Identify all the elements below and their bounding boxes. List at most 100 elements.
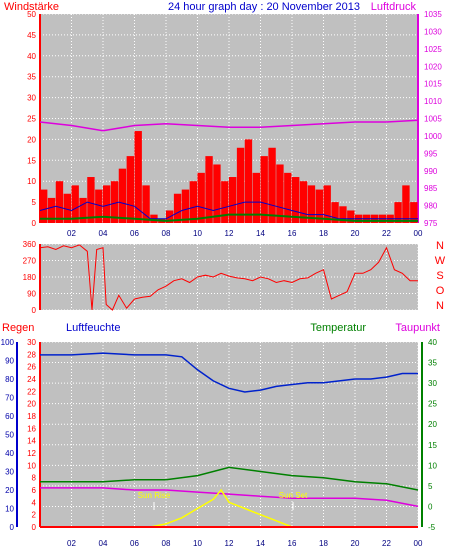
wind-bar bbox=[126, 156, 134, 223]
pressure-tick-label: 990 bbox=[424, 167, 438, 176]
wind-bar bbox=[40, 189, 48, 223]
x-tick-label: 06 bbox=[130, 229, 139, 238]
wind-bar bbox=[331, 202, 339, 223]
pressure-line bbox=[39, 119, 419, 132]
wind-tick-label: 5 bbox=[32, 198, 37, 207]
rain-tick-label: 14 bbox=[27, 437, 36, 446]
pressure-tick-label: 985 bbox=[424, 184, 438, 193]
wind-bar bbox=[394, 202, 402, 223]
wind-bar bbox=[47, 197, 56, 223]
wind-tick-label: 35 bbox=[27, 73, 36, 82]
rain-tick-label: 30 bbox=[27, 338, 36, 347]
wind-bar bbox=[189, 181, 197, 223]
wind-bar bbox=[173, 193, 182, 223]
dewpoint-line bbox=[40, 487, 419, 508]
rain-tick-label: 12 bbox=[27, 449, 36, 458]
label-luftfeuchte: Luftfeuchte bbox=[66, 322, 120, 334]
rain-tick-label: 22 bbox=[27, 387, 36, 396]
wind-bar bbox=[276, 164, 284, 223]
humidity-tick-label: 40 bbox=[5, 449, 14, 458]
x-tick-label: 10 bbox=[193, 229, 202, 238]
wind-tick-label: 40 bbox=[27, 52, 36, 61]
x-tick-label: 14 bbox=[256, 539, 265, 548]
compass-letter: S bbox=[436, 270, 443, 282]
x-tick-label: 16 bbox=[288, 229, 297, 238]
wind-bar bbox=[71, 185, 79, 223]
x-tick-label: 12 bbox=[225, 539, 234, 548]
x-tick-label: 20 bbox=[351, 229, 360, 238]
pressure-tick-label: 1020 bbox=[424, 62, 442, 71]
data-marks bbox=[39, 119, 419, 528]
wind-tick-label: 10 bbox=[27, 177, 36, 186]
dir-tick-label: 90 bbox=[27, 290, 36, 299]
humidity-tick-label: 30 bbox=[5, 468, 14, 477]
wind-tick-label: 0 bbox=[32, 219, 37, 228]
wind-tick-label: 45 bbox=[27, 31, 36, 40]
x-tick-label: 06 bbox=[130, 539, 139, 548]
rain-tick-label: 0 bbox=[32, 523, 37, 532]
wind-direction-line bbox=[39, 244, 418, 311]
wind-bar bbox=[347, 210, 355, 223]
label-taupunkt: Taupunkt bbox=[395, 322, 440, 334]
x-tick-label: 04 bbox=[99, 229, 108, 238]
wind-bar bbox=[244, 139, 253, 223]
temp-tick-label: 20 bbox=[428, 420, 437, 429]
temperature-line bbox=[40, 466, 419, 491]
gust-line bbox=[39, 201, 418, 220]
humidity-tick-label: 20 bbox=[5, 486, 14, 495]
humidity-tick-label: 0 bbox=[10, 523, 15, 532]
pressure-tick-label: 995 bbox=[424, 149, 438, 158]
wind-bar bbox=[181, 189, 190, 223]
rain-tick-label: 20 bbox=[27, 400, 36, 409]
wind-bar bbox=[197, 172, 205, 223]
pressure-tick-label: 980 bbox=[424, 202, 438, 211]
wind-bar bbox=[87, 177, 95, 223]
pressure-tick-label: 1025 bbox=[424, 45, 442, 54]
temp-tick-label: 25 bbox=[428, 400, 437, 409]
wind-bar bbox=[252, 172, 260, 223]
rain-tick-label: 10 bbox=[27, 461, 36, 470]
pressure-tick-label: 1005 bbox=[424, 115, 442, 124]
humidity-tick-label: 70 bbox=[5, 394, 14, 403]
temp-tick-label: 0 bbox=[428, 502, 433, 511]
sunset-label: Sun Set bbox=[279, 491, 308, 500]
x-tick-label: 12 bbox=[225, 229, 234, 238]
label-regen: Regen bbox=[2, 322, 34, 334]
wind-tick-label: 20 bbox=[27, 135, 36, 144]
rain-tick-label: 26 bbox=[27, 363, 36, 372]
wind-bar bbox=[79, 197, 87, 223]
temp-tick-label: -5 bbox=[428, 523, 436, 532]
humidity-tick-label: 60 bbox=[5, 412, 14, 421]
sunrise-label: Sun Rise bbox=[138, 491, 171, 500]
x-tick-label: 10 bbox=[193, 539, 202, 548]
wind-tick-label: 50 bbox=[27, 10, 36, 19]
wind-bar bbox=[134, 131, 142, 223]
axes-lines bbox=[16, 14, 423, 527]
rain-tick-label: 28 bbox=[27, 350, 36, 359]
wind-tick-label: 15 bbox=[27, 156, 36, 165]
wind-bar bbox=[95, 189, 103, 223]
wind-bar bbox=[268, 147, 276, 223]
humidity-tick-label: 90 bbox=[5, 357, 14, 366]
dir-tick-label: 180 bbox=[23, 273, 37, 282]
x-tick-label: 18 bbox=[319, 229, 328, 238]
rain-tick-label: 8 bbox=[32, 474, 37, 483]
wind-bar bbox=[323, 185, 331, 223]
x-tick-label: 00 bbox=[414, 229, 423, 238]
wind-tick-label: 30 bbox=[27, 94, 36, 103]
sun-line bbox=[150, 488, 293, 528]
x-tick-label: 18 bbox=[319, 539, 328, 548]
compass-letter: W bbox=[435, 255, 446, 267]
x-tick-label: 22 bbox=[382, 229, 391, 238]
x-tick-label: 08 bbox=[162, 539, 171, 548]
pressure-tick-label: 1035 bbox=[424, 10, 442, 19]
wind-bar bbox=[236, 147, 245, 223]
x-tick-label: 02 bbox=[67, 539, 76, 548]
temp-tick-label: 35 bbox=[428, 359, 437, 368]
dir-tick-label: 360 bbox=[23, 240, 37, 249]
wind-bar bbox=[402, 185, 410, 223]
rain-tick-label: 2 bbox=[32, 511, 37, 520]
